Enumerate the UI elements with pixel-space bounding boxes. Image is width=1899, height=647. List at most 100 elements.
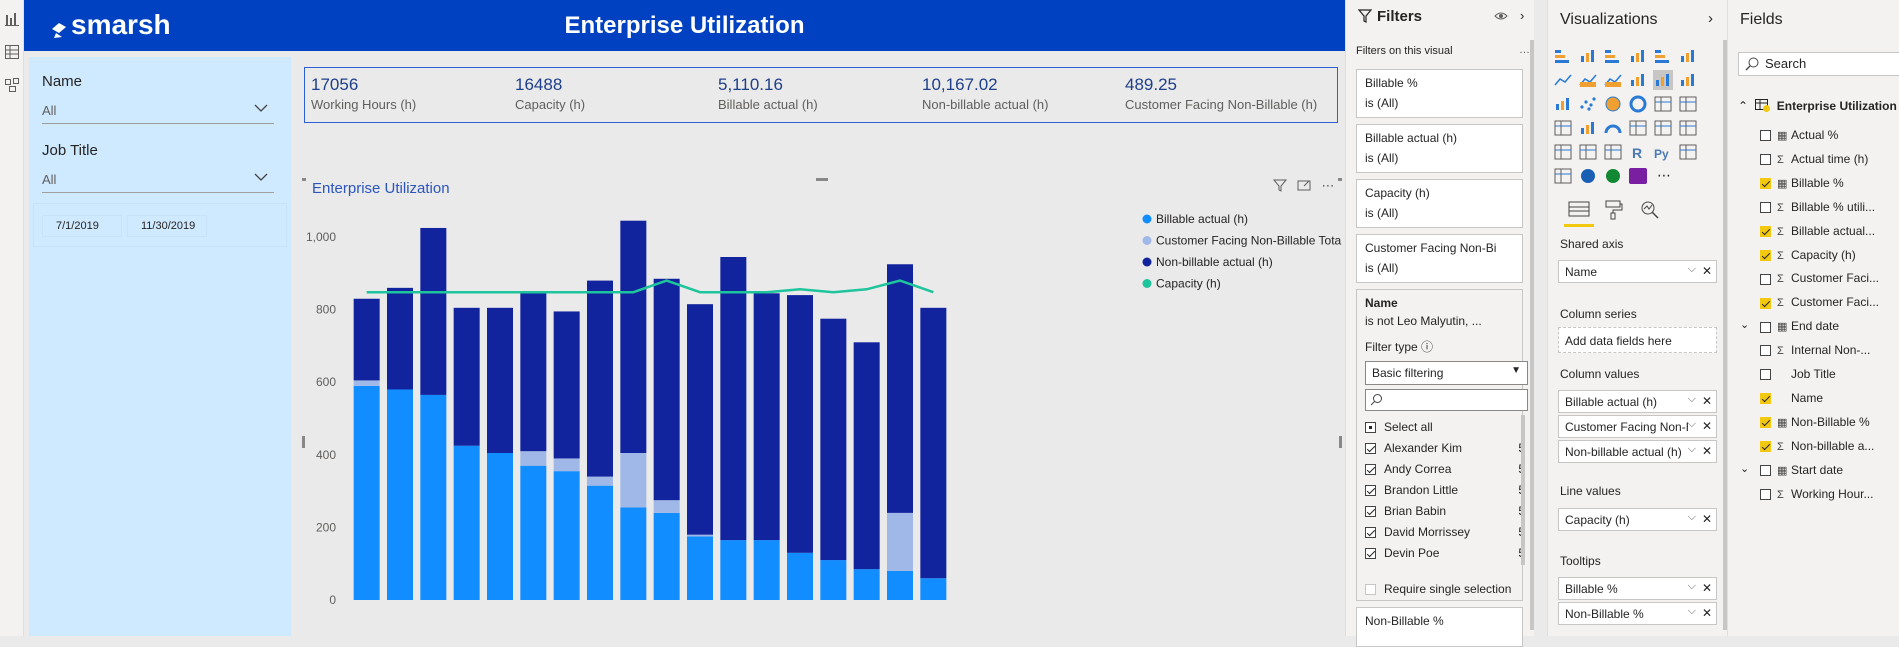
collapse-filters-icon[interactable]: › <box>1520 8 1525 23</box>
column-values-well-non-billable[interactable]: Non-billable actual (h) ⌵ ✕ <box>1558 440 1717 463</box>
python-visual-visual-icon[interactable]: Py <box>1654 147 1669 161</box>
capacity-line[interactable] <box>366 279 934 294</box>
card-visual-icon[interactable] <box>1629 120 1647 136</box>
bar-segment[interactable] <box>420 227 447 395</box>
field-checkbox[interactable] <box>1760 130 1771 142</box>
bar-segment[interactable] <box>620 453 647 508</box>
end-date-input[interactable]: 11/30/2019 <box>127 215 207 237</box>
bar-segment[interactable] <box>887 570 913 600</box>
column-values-well-customer-facing[interactable]: Customer Facing Non-B ⌵ ✕ <box>1558 415 1717 438</box>
name-filter-item[interactable]: Devin Poe5 <box>1365 546 1525 560</box>
resize-handle-left[interactable] <box>302 436 305 448</box>
field-checkbox[interactable] <box>1760 417 1771 429</box>
name-list-scrollbar[interactable] <box>1521 415 1525 565</box>
bar-segment[interactable] <box>720 257 747 541</box>
donut-visual-icon[interactable] <box>1629 95 1647 113</box>
item-checkbox[interactable] <box>1365 485 1376 497</box>
clustered-bar-visual-icon[interactable] <box>1605 50 1619 63</box>
filter-card-capacity[interactable]: Capacity (h) is (All) <box>1356 179 1523 228</box>
expand-icon[interactable]: ⌄ <box>1740 462 1750 475</box>
funnel-visual-icon[interactable] <box>1581 122 1594 134</box>
name-filter-item[interactable]: Brandon Little5 <box>1365 483 1525 497</box>
kpi-visual-icon[interactable] <box>1679 120 1697 136</box>
item-checkbox[interactable] <box>1365 527 1376 539</box>
eye-icon[interactable] <box>1494 10 1508 24</box>
field-item[interactable]: Σ Working Hour... <box>1760 487 1873 501</box>
r-visual-visual-icon[interactable]: R <box>1632 145 1642 161</box>
field-item[interactable]: Σ Billable actual... <box>1760 224 1875 238</box>
key-influencers-visual-icon[interactable] <box>1679 144 1697 160</box>
field-checkbox[interactable] <box>1760 225 1771 237</box>
legend-item[interactable]: Billable actual (h) <box>1142 212 1249 226</box>
stacked-bar-visual-icon[interactable] <box>1555 50 1569 63</box>
table-visual-icon[interactable] <box>1579 144 1597 160</box>
filled-map-visual-icon[interactable] <box>1554 120 1572 136</box>
filter-card-billable-actual[interactable]: Billable actual (h) is (All) <box>1356 124 1523 173</box>
bar-segment[interactable] <box>653 278 680 501</box>
field-checkbox[interactable] <box>1760 154 1771 166</box>
name-slicer-dropdown[interactable]: All <box>42 98 274 124</box>
field-checkbox[interactable] <box>1760 345 1771 357</box>
bar-segment[interactable] <box>687 304 713 535</box>
bar-segment[interactable] <box>620 507 647 600</box>
bar-segment[interactable] <box>687 534 713 537</box>
multi-row-card-visual-icon[interactable] <box>1654 120 1672 136</box>
bar-segment[interactable] <box>787 552 813 600</box>
ribbon-visual-icon[interactable] <box>1681 74 1694 86</box>
field-checkbox[interactable] <box>1760 488 1771 500</box>
name-filter-item[interactable]: Alexander Kim5 <box>1365 441 1525 455</box>
chevron-down-icon[interactable]: ⌵ <box>1687 605 1696 617</box>
remove-field-icon[interactable]: ✕ <box>1701 444 1712 458</box>
bar-segment[interactable] <box>887 512 913 571</box>
line-column-visual-icon[interactable] <box>1631 74 1644 86</box>
bar-segment[interactable] <box>520 293 547 452</box>
filter-card-non-billable-pct[interactable]: Non-Billable % <box>1356 607 1523 647</box>
line-values-well[interactable]: Capacity (h) ⌵ ✕ <box>1558 508 1717 531</box>
name-filter-item[interactable]: David Morrissey5 <box>1365 525 1525 539</box>
bar-segment[interactable] <box>487 307 513 453</box>
expand-icon[interactable]: ⌄ <box>1740 319 1750 332</box>
field-item[interactable]: Name <box>1760 391 1823 405</box>
bar-segment[interactable] <box>653 512 680 600</box>
field-item[interactable]: Σ Customer Faci... <box>1760 295 1879 309</box>
bar-segment[interactable] <box>420 394 447 600</box>
report-view-icon[interactable] <box>3 10 21 28</box>
chevron-down-icon[interactable]: ⌵ <box>1687 418 1696 431</box>
100-bar-visual-icon[interactable] <box>1655 50 1669 63</box>
name-filter-item[interactable]: Brian Babin5 <box>1365 504 1525 518</box>
bar-segment[interactable] <box>587 476 613 486</box>
field-item[interactable]: ▦ Non-Billable % <box>1760 415 1870 429</box>
waterfall-visual-icon[interactable] <box>1556 98 1569 110</box>
remove-field-icon[interactable]: ✕ <box>1701 264 1712 278</box>
start-date-input[interactable]: 7/1/2019 <box>42 215 122 237</box>
require-single-checkbox[interactable] <box>1365 584 1376 596</box>
field-checkbox[interactable] <box>1760 393 1771 405</box>
job-title-slicer-dropdown[interactable]: All <box>42 167 274 193</box>
bar-segment[interactable] <box>453 307 480 446</box>
table-enterprise-utilization[interactable]: ⌃ Enterprise Utilization <box>1738 99 1897 113</box>
area-visual-icon[interactable] <box>1579 74 1597 87</box>
filter-card-billable-pct[interactable]: Billable % is (All) <box>1356 69 1523 118</box>
filters-scrollbar[interactable] <box>1530 40 1534 630</box>
filter-card-customer-facing[interactable]: Customer Facing Non-Bi is (All) <box>1356 234 1523 283</box>
bar-segment[interactable] <box>487 453 513 600</box>
stacked-area-visual-icon[interactable] <box>1604 74 1622 87</box>
item-checkbox[interactable] <box>1365 464 1376 476</box>
clustered-column-visual-icon[interactable] <box>1631 50 1644 62</box>
bar-segment[interactable] <box>853 342 880 570</box>
filter-type-select[interactable]: Basic filtering ▼ <box>1365 361 1528 385</box>
field-item[interactable]: ▦ Billable % <box>1760 176 1844 190</box>
field-item[interactable]: ▦ Actual % <box>1760 128 1838 142</box>
kpi-multi-row-card[interactable]: 17056 Working Hours (h) 16488 Capacity (h)… <box>304 67 1338 123</box>
fields-well-icon[interactable] <box>1568 200 1590 223</box>
chevron-down-icon[interactable]: ⌵ <box>1687 580 1696 592</box>
field-checkbox[interactable] <box>1760 297 1771 309</box>
tooltips-well-billable-pct[interactable]: Billable % ⌵ ✕ <box>1558 577 1717 600</box>
chevron-down-icon[interactable]: ⌵ <box>1687 443 1696 455</box>
remove-field-icon[interactable]: ✕ <box>1701 606 1712 620</box>
resize-handle-top-left[interactable] <box>302 178 306 181</box>
column-values-well-billable[interactable]: Billable actual (h) ⌵ ✕ <box>1558 390 1717 413</box>
resize-handle-top-right[interactable] <box>1338 178 1342 181</box>
bar-segment[interactable] <box>687 536 713 600</box>
item-checkbox[interactable] <box>1365 443 1376 455</box>
